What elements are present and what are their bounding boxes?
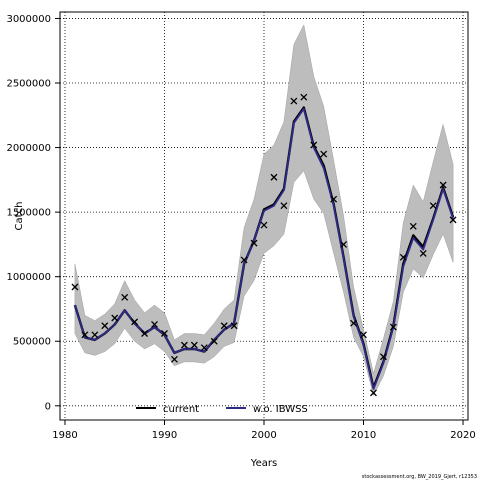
observed-point-7 xyxy=(141,330,149,337)
y-tick-label-3: 1500000 xyxy=(6,208,51,219)
observed-point-12 xyxy=(190,341,198,349)
observed-point-18 xyxy=(250,239,258,247)
observed-point-13 xyxy=(200,344,208,352)
observed-point-10 xyxy=(170,355,178,363)
x-tick-label-0: 1980 xyxy=(52,430,77,441)
legend-label-wo-ibwss: w.o. IBWSS xyxy=(253,404,308,415)
x-axis: 1980 1990 2000 2010 2020 xyxy=(52,420,476,441)
observed-point-26 xyxy=(330,195,338,203)
y-tick-label-4: 2000000 xyxy=(6,143,51,154)
y-tick-label-6: 3000000 xyxy=(6,14,51,25)
observed-point-4 xyxy=(111,314,119,322)
x-tick-label-3: 2010 xyxy=(351,430,376,441)
series-lines xyxy=(73,106,455,390)
y-axis-title: Catch xyxy=(14,202,25,231)
observed-point-3 xyxy=(101,322,109,330)
observed-point-29 xyxy=(360,331,367,339)
observed-point-15 xyxy=(220,322,228,330)
observed-point-19 xyxy=(260,221,268,229)
observed-point-34 xyxy=(409,222,417,230)
observed-points xyxy=(71,93,457,397)
observed-point-21 xyxy=(280,202,288,210)
x-tick-label-4: 2020 xyxy=(450,430,475,441)
y-tick-label-1: 500000 xyxy=(13,337,51,348)
x-tick-label-1: 1990 xyxy=(152,430,177,441)
observed-point-31 xyxy=(379,353,387,361)
observed-point-0 xyxy=(71,283,79,291)
y-axis: 0 500000 1000000 1500000 2000000 2500000 30000… xyxy=(6,14,60,412)
observed-point-17 xyxy=(240,256,248,264)
observed-point-25 xyxy=(320,150,328,158)
observed-point-2 xyxy=(91,331,99,339)
legend-label-current: current xyxy=(163,404,199,415)
y-tick-label-0: 0 xyxy=(45,401,51,412)
observed-point-38 xyxy=(449,216,457,224)
observed-point-11 xyxy=(180,341,188,349)
observed-point-28 xyxy=(350,319,358,327)
observed-point-20 xyxy=(270,173,278,181)
observed-point-24 xyxy=(310,141,318,149)
observed-point-1 xyxy=(81,331,89,339)
observed-point-33 xyxy=(399,253,407,261)
observed-point-16 xyxy=(230,322,238,330)
observed-point-9 xyxy=(161,330,168,337)
observed-point-36 xyxy=(429,202,437,210)
observed-point-23 xyxy=(300,93,308,101)
observed-point-8 xyxy=(151,320,158,328)
observed-point-27 xyxy=(340,240,348,248)
x-axis-title: Years xyxy=(250,458,277,469)
x-tick-label-2: 2000 xyxy=(251,430,276,441)
observed-point-14 xyxy=(210,337,218,345)
observed-point-5 xyxy=(121,293,129,301)
observed-point-37 xyxy=(439,181,447,189)
observed-point-30 xyxy=(370,389,377,397)
observed-point-6 xyxy=(131,318,139,326)
observed-point-35 xyxy=(419,249,427,257)
legend: current w.o. IBWSS xyxy=(136,404,308,415)
y-tick-label-5: 2500000 xyxy=(6,79,51,90)
observed-point-22 xyxy=(290,97,298,105)
observed-point-32 xyxy=(389,323,397,331)
series-line-1 xyxy=(74,107,454,390)
y-tick-label-2: 1000000 xyxy=(6,272,51,283)
footnote: stockassessment.org, BW_2019_Gjert, r123… xyxy=(362,474,477,480)
